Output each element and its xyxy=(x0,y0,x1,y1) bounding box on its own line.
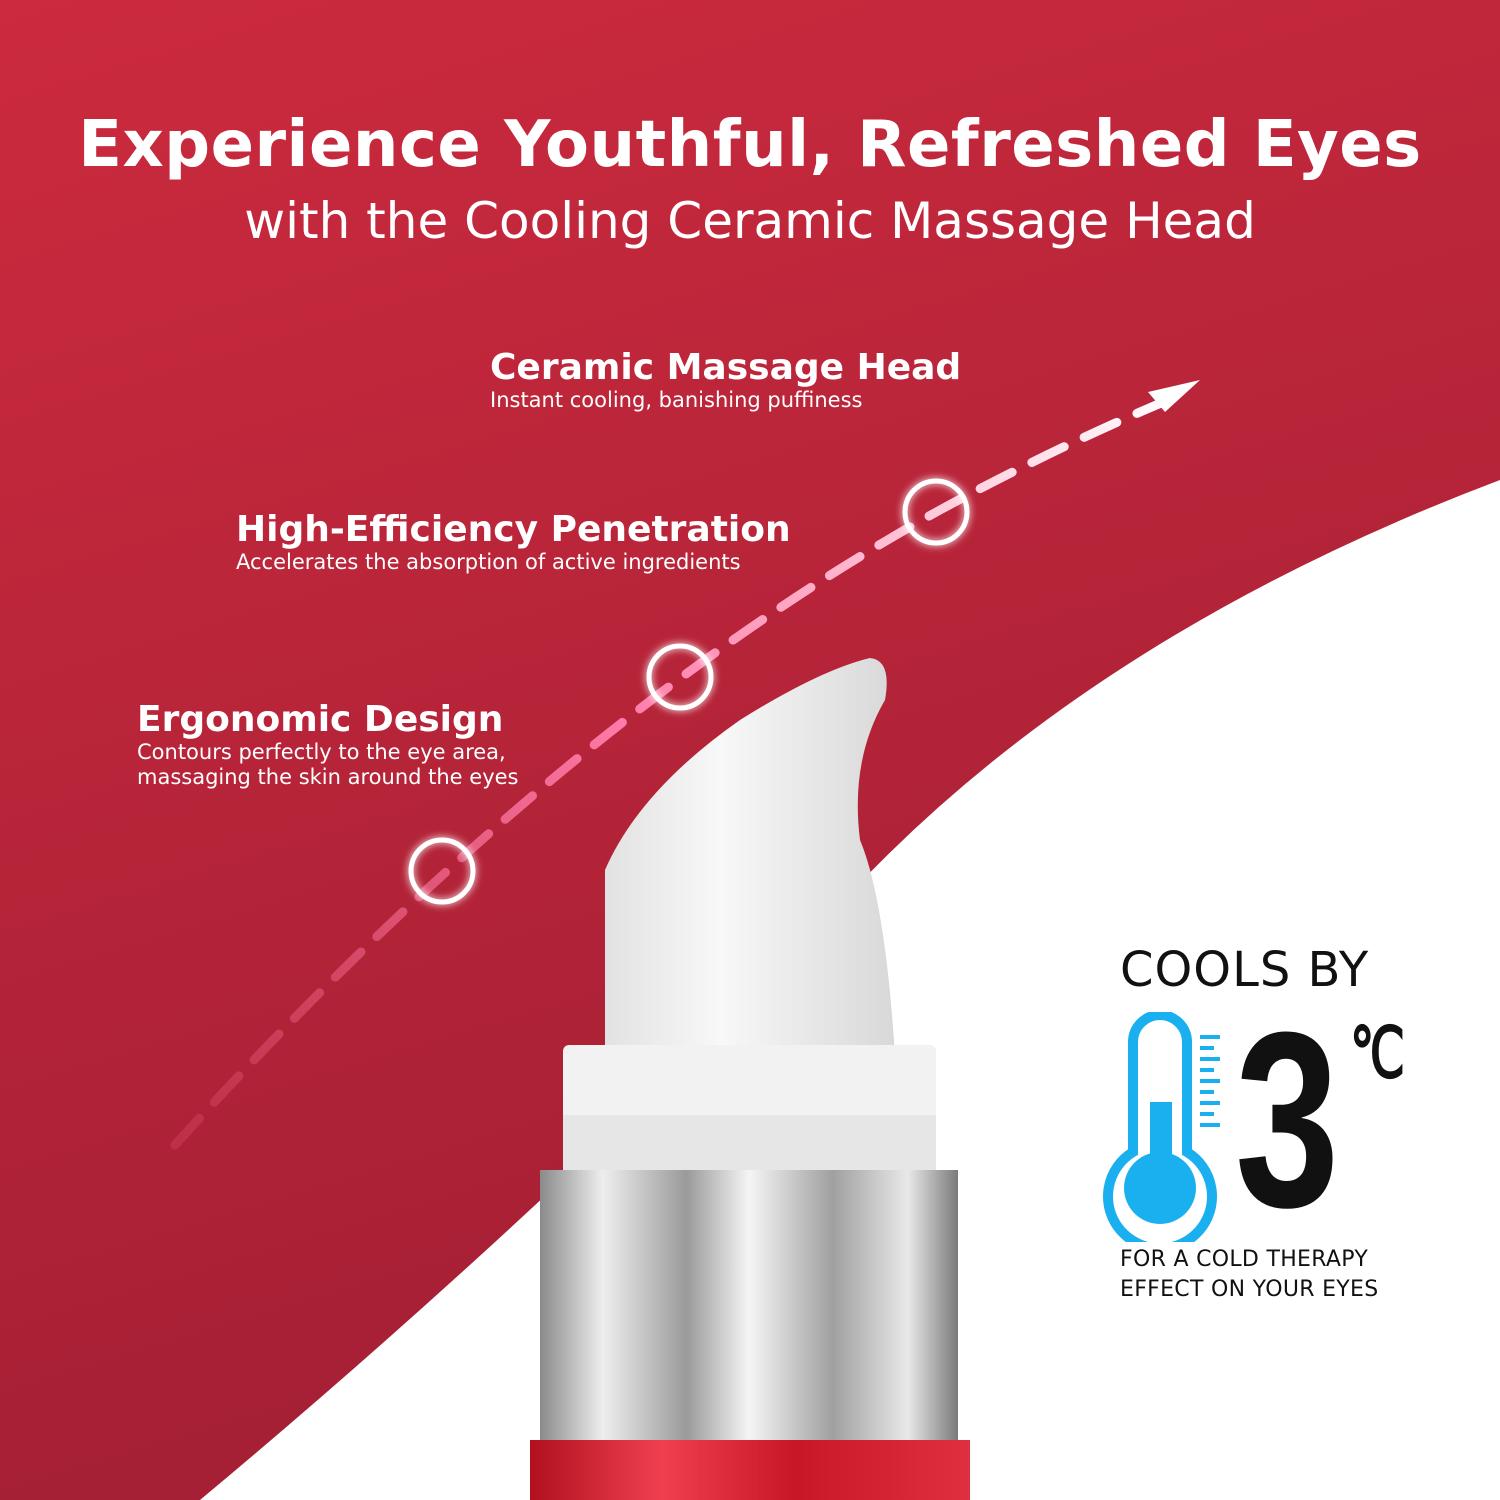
feature-ceramic-head: Ceramic Massage Head Instant cooling, ba… xyxy=(490,348,961,413)
arrow-head-icon xyxy=(1148,380,1200,412)
cooling-footer-line2: EFFECT ON YOUR EYES xyxy=(1120,1277,1379,1302)
feature-penetration: High-Efficiency Penetration Accelerates … xyxy=(236,510,791,575)
feature-ergonomic: Ergonomic Design Contours perfectly to t… xyxy=(137,700,518,790)
feature-title: Ergonomic Design xyxy=(137,699,504,740)
feature-desc: Instant cooling, banishing puffiness xyxy=(490,388,863,412)
feature-title: Ceramic Massage Head xyxy=(490,347,962,388)
cooling-badge: COOLS BY 3 ℃ FOR A COLD THERAPY EFFECT O… xyxy=(1103,940,1405,1302)
product-device xyxy=(530,658,970,1500)
cooling-footer: FOR A COLD THERAPY EFFECT ON YOUR EYES xyxy=(1120,1245,1420,1305)
marker-ceramic xyxy=(902,478,970,546)
marker-ergonomic xyxy=(408,837,476,905)
cooling-heading: COOLS BY xyxy=(1120,942,1370,998)
cooling-value: 3 xyxy=(1235,980,1340,1259)
marker-penetration xyxy=(646,643,714,711)
page-title: Experience Youthful, Refreshed Eyes xyxy=(78,108,1422,182)
page-subtitle: with the Cooling Ceramic Massage Head xyxy=(244,192,1256,250)
feature-desc: Accelerates the absorption of active ing… xyxy=(236,550,741,574)
thermometer-icon xyxy=(1103,1012,1220,1242)
cooling-footer-line1: FOR A COLD THERAPY xyxy=(1120,1247,1369,1272)
feature-desc-line2: massaging the skin around the eyes xyxy=(137,765,519,789)
feature-title: High-Efficiency Penetration xyxy=(236,509,791,550)
dashed-arrow-path xyxy=(170,390,1185,1150)
feature-desc-line1: Contours perfectly to the eye area, xyxy=(137,740,506,764)
cooling-unit: ℃ xyxy=(1350,1014,1406,1092)
